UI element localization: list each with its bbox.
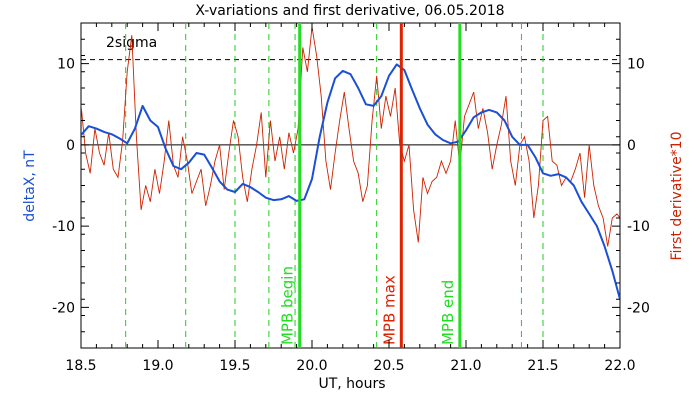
plot-frame: [80, 22, 621, 349]
x-tick-label: 19.0: [142, 358, 173, 374]
x-tick-label: 20.0: [296, 358, 327, 374]
marker-label: MPB max: [380, 275, 398, 345]
x-axis-label: UT, hours: [318, 376, 385, 392]
right-y-axis-label: First derivative*10: [669, 131, 685, 260]
sigma-label: 2sigma: [106, 35, 157, 51]
y-tick-label-left: -10: [52, 219, 75, 235]
x-tick-label: 21.5: [527, 358, 558, 374]
y-tick-label-left: 0: [66, 138, 75, 154]
x-tick-label: 21.0: [450, 358, 481, 374]
y-tick-label-right: -20: [627, 300, 650, 316]
y-tick-label-right: 0: [627, 138, 636, 154]
marker-label: MPB end: [439, 280, 457, 345]
chart-title: X-variations and first derivative, 06.05…: [195, 3, 504, 19]
x-tick-label: 18.5: [65, 358, 96, 374]
left-y-axis-label: deltaX, nT: [22, 150, 38, 222]
y-tick-label-right: 10: [627, 57, 645, 73]
series-deltax-line: [81, 63, 620, 300]
series-derivative-line: [81, 27, 620, 247]
y-tick-label-right: -10: [627, 219, 650, 235]
x-tick-label: 22.0: [604, 358, 635, 374]
marker-label: MPB begin: [279, 266, 297, 345]
x-tick-label: 19.5: [219, 358, 250, 374]
x-tick-label: 20.5: [373, 358, 404, 374]
y-tick-label-left: 10: [57, 57, 75, 73]
y-tick-label-left: -20: [52, 300, 75, 316]
